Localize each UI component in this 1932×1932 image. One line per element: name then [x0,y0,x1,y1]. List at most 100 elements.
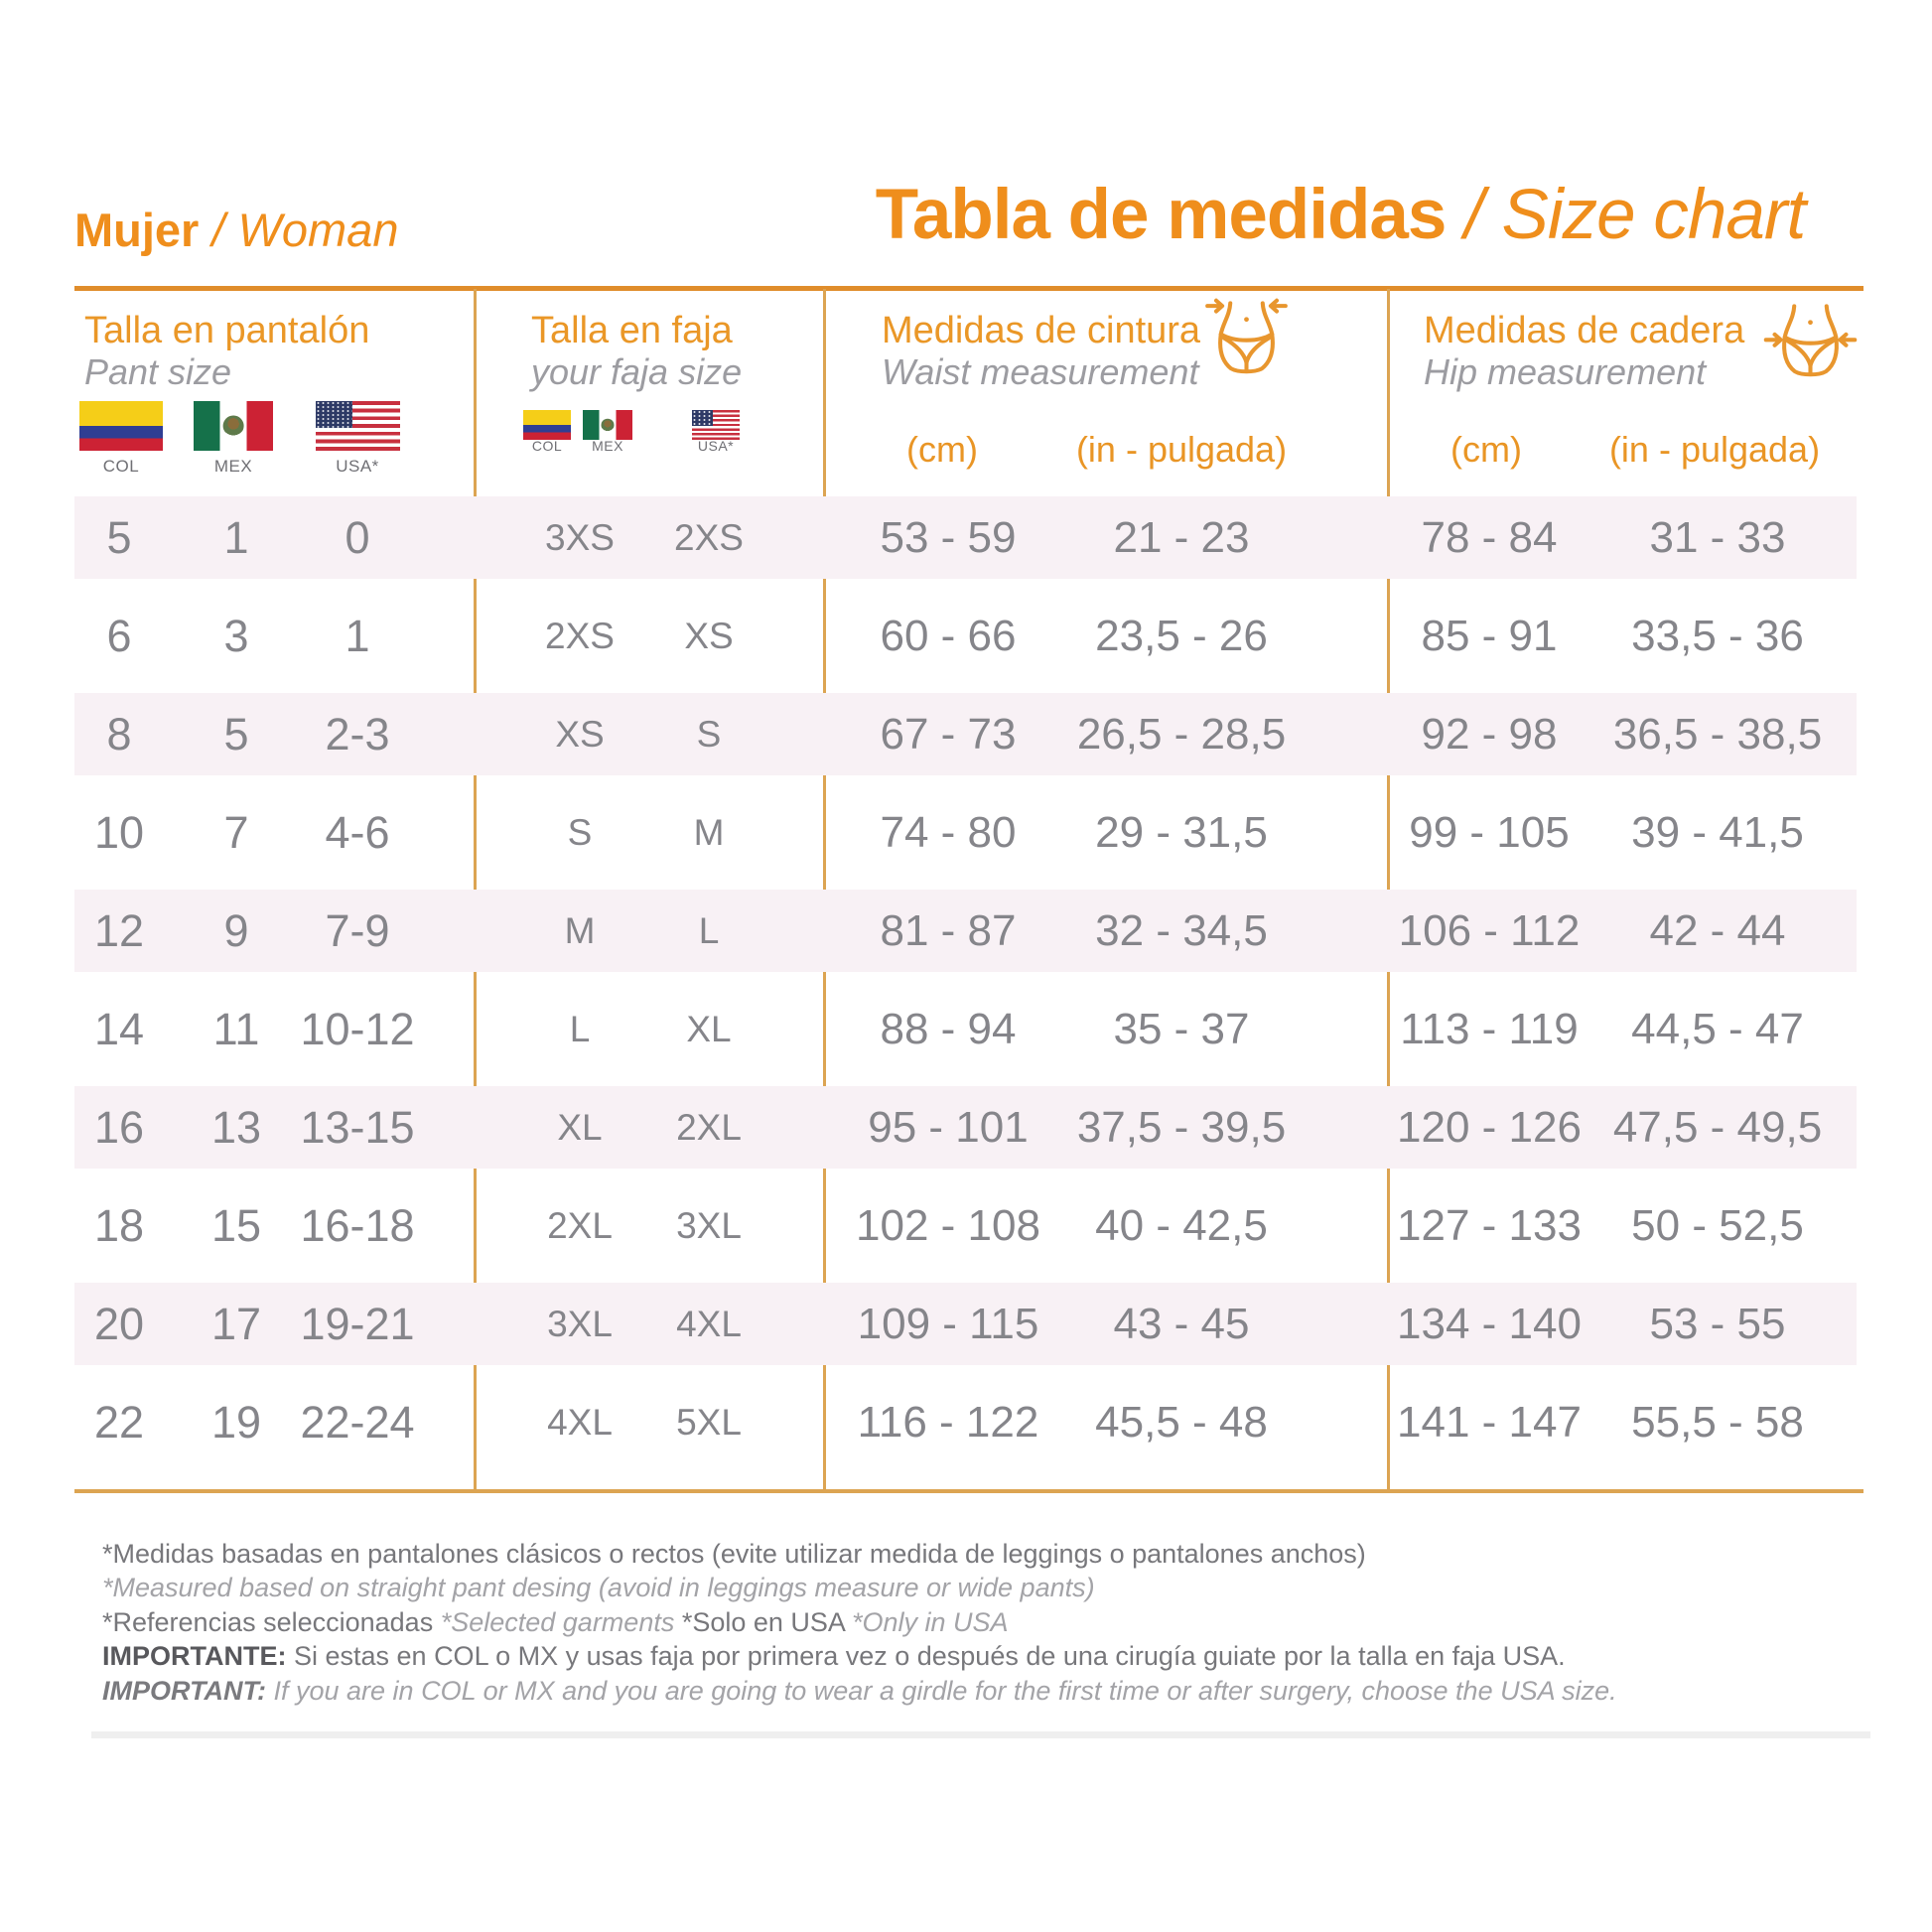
flag-label-small-mex: MEX [592,438,623,454]
cell-waist-0: 74 - 80 [880,807,1017,857]
cell-waist-1: 21 - 23 [1113,512,1250,562]
note-solo-en: *Only in USA [851,1607,1009,1637]
cell-hip-0: 78 - 84 [1421,512,1558,562]
flag-label-usa: USA* [336,457,379,476]
cell-faja-1: 5XL [676,1401,742,1443]
cell-pant-2: 19-21 [300,1298,415,1349]
cell-hip-1: 39 - 41,5 [1631,807,1804,857]
cell-hip-0: 85 - 91 [1421,611,1558,660]
cell-waist-1: 32 - 34,5 [1095,905,1268,955]
cell-hip-0: 113 - 119 [1400,1004,1579,1053]
cell-hip-1: 42 - 44 [1649,905,1786,955]
cell-waist-0: 95 - 101 [868,1102,1029,1152]
column-subtitle-faja: your faja size [531,350,743,392]
important-en-text: If you are in COL or MX and you are goin… [265,1676,1617,1706]
page-title: Tabla de medidas / Size chart [804,175,1876,255]
note-solo-es: *Solo en USA [681,1607,852,1637]
column-header-waist: Medidas de cintura Waist measurement [882,310,1200,392]
important-es-text: Si estas en COL o MX y usas faja por pri… [286,1641,1566,1671]
section-title-woman: Mujer / Woman [74,203,398,257]
cell-waist-0: 53 - 59 [880,512,1017,562]
cell-faja-0: XL [557,1106,603,1148]
mexico-emblem-small-icon [601,418,615,432]
note-important-en: IMPORTANT: If you are in COL or MX and y… [102,1676,1617,1706]
cell-hip-1: 36,5 - 38,5 [1612,709,1823,759]
important-en-label: IMPORTANT: [102,1676,266,1706]
cell-waist-0: 81 - 87 [880,905,1017,955]
row-stripe [74,692,1857,775]
note-measured-en: *Measured based on straight pant desing … [102,1573,1095,1602]
cell-hip-0: 120 - 126 [1397,1102,1582,1152]
cell-waist-0: 102 - 108 [856,1200,1040,1250]
cell-waist-0: 109 - 115 [857,1299,1039,1348]
cell-pant-0: 16 [93,1101,145,1153]
cell-pant-2: 1 [345,610,370,661]
usa-canton-icon [316,401,353,428]
cell-waist-1: 23,5 - 26 [1095,611,1268,660]
hip-unit-in: (in - pulgada) [1608,429,1821,470]
cell-faja-1: S [696,713,722,755]
cell-hip-1: 31 - 33 [1649,512,1786,562]
mexico-flag-icon [194,401,273,451]
cell-hip-1: 33,5 - 36 [1631,611,1804,660]
important-es-label: IMPORTANTE: [102,1641,287,1671]
column-header-pant: Talla en pantalón Pant size [84,310,369,392]
page-title-en: / Size chart [1446,176,1806,254]
cell-pant-1: 9 [223,904,249,956]
mexico-emblem-icon [222,415,244,437]
colombia-flag-small-icon [523,410,571,440]
footer-divider [91,1731,1870,1738]
cell-hip-0: 134 - 140 [1397,1299,1582,1348]
cell-pant-1: 15 [210,1199,262,1251]
usa-canton-small-icon [692,410,714,427]
cell-faja-1: L [698,909,720,951]
cell-pant-2: 0 [345,511,370,563]
cell-faja-1: M [693,811,725,853]
row-stripe [74,1282,1857,1365]
note-ref-en: *Selected garments [440,1607,682,1637]
cell-faja-1: XL [686,1008,732,1049]
column-subtitle-waist: Waist measurement [882,350,1199,392]
column-title-pant: Talla en pantalón [84,310,370,351]
flag-label-mex: MEX [213,457,253,476]
cell-waist-0: 60 - 66 [880,611,1017,660]
note-ref-es: *Referencias seleccionadas [102,1607,441,1637]
cell-faja-1: 4XL [676,1303,742,1344]
cell-pant-1: 11 [212,1003,260,1054]
cell-faja-1: XS [684,615,734,656]
cell-faja-0: 3XS [545,516,615,558]
hip-measurement-icon [1763,304,1858,377]
cell-hip-1: 47,5 - 49,5 [1612,1102,1823,1152]
cell-pant-2: 2-3 [325,708,390,759]
cell-pant-0: 14 [93,1003,145,1054]
cell-hip-1: 50 - 52,5 [1631,1200,1804,1250]
table-bottom-rule [74,1489,1863,1493]
column-title-waist: Medidas de cintura [882,310,1201,351]
note-references: *Referencias seleccionadas *Selected gar… [102,1607,1009,1637]
row-stripe [74,495,1857,579]
cell-waist-1: 37,5 - 39,5 [1076,1102,1287,1152]
cell-waist-1: 26,5 - 28,5 [1076,709,1287,759]
cell-pant-0: 5 [106,511,132,563]
cell-pant-2: 10-12 [300,1003,415,1054]
cell-faja-0: 2XL [547,1204,613,1246]
cell-hip-0: 127 - 133 [1397,1200,1582,1250]
cell-pant-0: 6 [106,610,132,661]
flag-label-col: COL [102,457,140,476]
cell-faja-0: 2XS [545,615,615,656]
waist-measurement-icon [1205,298,1288,374]
cell-faja-0: 3XL [547,1303,613,1344]
cell-faja-0: S [567,811,593,853]
cell-pant-2: 13-15 [300,1101,415,1153]
row-stripe [74,1085,1857,1169]
table-top-rule [74,286,1863,291]
cell-faja-0: 4XL [547,1401,613,1443]
flag-label-small-usa: USA* [697,438,735,454]
section-title-woman-en: / Woman [199,204,399,256]
section-title-woman-es: Mujer [74,204,200,256]
cell-waist-1: 29 - 31,5 [1095,807,1268,857]
cell-pant-2: 22-24 [300,1396,415,1448]
note-important-es: IMPORTANTE: Si estas en COL o MX y usas … [102,1641,1566,1671]
colombia-flag-icon [79,401,163,451]
waist-unit-in: (in - pulgada) [1075,429,1288,470]
